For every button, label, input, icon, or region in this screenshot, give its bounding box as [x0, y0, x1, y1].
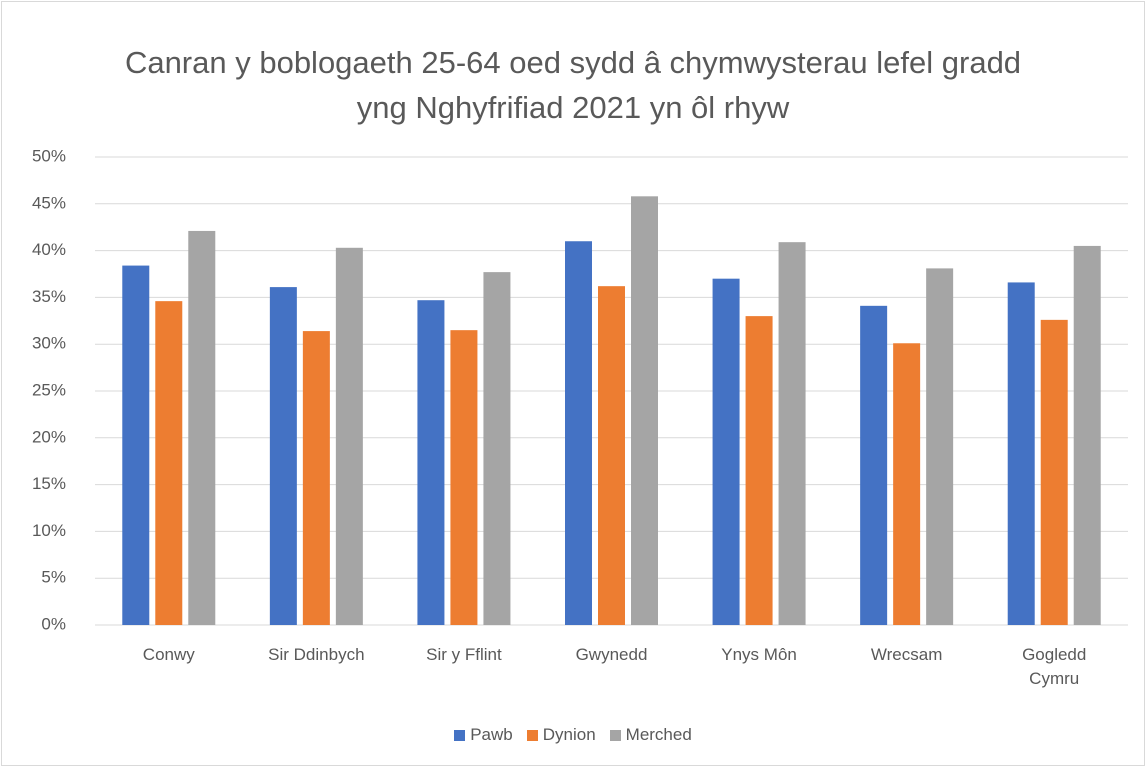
bar: [712, 278, 740, 625]
x-tick-label: Sir y Fflint: [426, 645, 502, 664]
legend-label: Dynion: [542, 725, 596, 744]
legend-swatch: [609, 729, 621, 741]
bar: [565, 241, 592, 626]
y-tick-label: 15%: [32, 474, 66, 493]
legend-swatch: [454, 729, 466, 741]
x-tick-label: Ynys Môn: [721, 645, 797, 664]
bar: [631, 196, 658, 625]
bar: [302, 331, 330, 625]
bar: [155, 301, 183, 625]
y-tick-label: 5%: [41, 568, 66, 587]
bar: [417, 300, 445, 625]
legend-item: Merched: [609, 725, 692, 745]
bar: [269, 287, 297, 625]
bar: [122, 265, 150, 625]
legend-label: Pawb: [470, 725, 513, 744]
legend-item: Pawb: [454, 725, 513, 745]
bar: [1007, 282, 1035, 625]
y-tick-label: 40%: [32, 240, 66, 259]
legend: Pawb Dynion Merched: [0, 725, 1146, 745]
bar: [450, 330, 478, 625]
x-tick-label: Conwy: [142, 645, 195, 664]
bar: [335, 247, 363, 626]
legend-label: Merched: [625, 725, 692, 744]
x-tick-label: Gwynedd: [575, 645, 648, 664]
bar: [1073, 245, 1101, 626]
y-tick-label: 45%: [32, 193, 66, 212]
y-tick-label: 20%: [32, 427, 66, 446]
bar: [483, 272, 511, 625]
bar: [893, 343, 921, 625]
bar: [745, 316, 773, 625]
y-tick-label: 25%: [32, 380, 66, 399]
y-tick-label: 30%: [32, 334, 66, 353]
bar: [926, 268, 954, 625]
bar: [598, 286, 625, 625]
x-tick-label: Gogledd Cymru: [1022, 645, 1087, 688]
x-tick-label: Wrecsam: [870, 645, 943, 664]
bar: [860, 305, 888, 625]
legend-swatch: [526, 729, 538, 741]
bar: [188, 230, 216, 625]
y-tick-label: 10%: [32, 521, 66, 540]
y-tick-label: 50%: [32, 146, 66, 165]
bar: [1040, 319, 1068, 625]
x-tick-label: Sir Ddinbych: [268, 645, 365, 664]
bar: [778, 242, 806, 625]
y-tick-label: 0%: [41, 614, 66, 633]
chart-title: Canran y boblogaeth 25-64 oed sydd â chy…: [124, 45, 1022, 125]
legend-item: Dynion: [526, 725, 596, 745]
y-tick-label: 35%: [32, 287, 66, 306]
